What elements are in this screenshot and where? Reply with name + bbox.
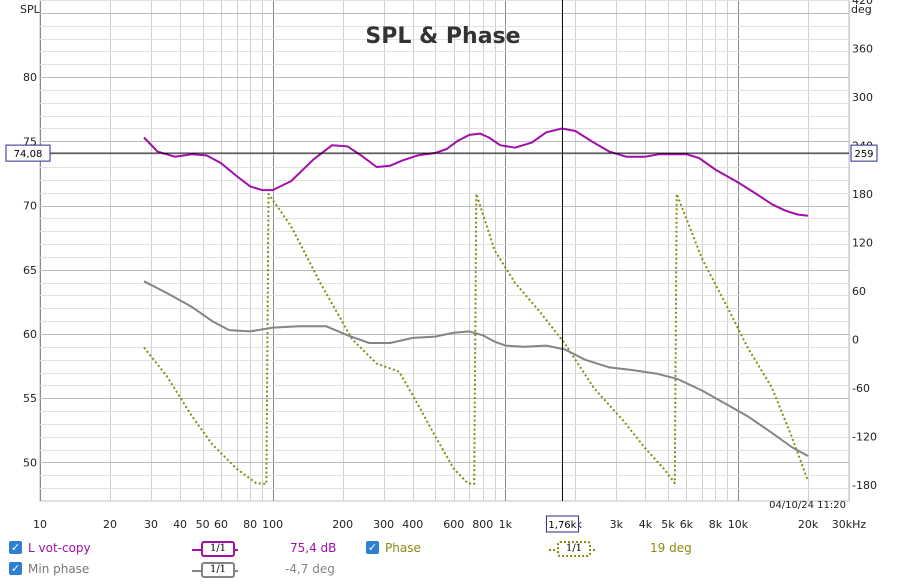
cursor-right-label-box: [850, 144, 878, 162]
y-left-tick-label: 65: [23, 264, 37, 277]
y-right-tick-label: 300: [852, 91, 873, 104]
x-tick-label: 200: [332, 518, 353, 531]
y-left-tick-label: 55: [23, 392, 37, 405]
smoothing-button-l-vot-copy[interactable]: 1/1: [201, 541, 235, 557]
x-tick-label: 600: [443, 518, 464, 531]
x-tick-label: 1k: [499, 518, 513, 531]
y-left-axis-label: SPL: [20, 3, 41, 16]
legend-item-phase-name: Phase: [385, 541, 421, 555]
cursor[interactable]: 74,08 259 1,76k: [5, 0, 878, 533]
x-tick-label: 30: [144, 518, 158, 531]
y-left-tick-label: 50: [23, 456, 37, 469]
legend-item-l-vot-copy-name: L vot-copy: [28, 541, 91, 555]
legend-panel: ✓ L vot-copy 1/1 75,4 dB ✓ Phase 1/1 19 …: [0, 536, 900, 584]
x-tick-label: 10k: [728, 518, 749, 531]
x-tick-label: 8k: [709, 518, 723, 531]
x-tick-label: 60: [214, 518, 228, 531]
cursor-right-label: 259: [854, 149, 873, 160]
x-tick-label: 5k: [661, 518, 675, 531]
x-tick-label: 50: [196, 518, 210, 531]
cursor-x-label-box: [545, 515, 579, 533]
checkbox-icon[interactable]: ✓: [366, 541, 379, 554]
series-l-vot-copy: [143, 127, 809, 217]
spl-phase-chart: SPL deg SPL & Phase 10 20 30 40 50 60 80 100 200…: [0, 0, 900, 536]
cursor-x-label: 1,76k: [548, 520, 576, 531]
y-right-tick-label: 360: [852, 42, 873, 55]
checkbox-icon[interactable]: ✓: [9, 562, 22, 575]
y-left-tick-label: 80: [23, 71, 37, 84]
x-tick-label: 3k: [610, 518, 624, 531]
x-tick-label: 300: [373, 518, 394, 531]
y-right-tick-label: 120: [852, 236, 873, 249]
legend-item-min-phase-value: -4,7 deg: [285, 562, 335, 576]
x-tick-label: 800: [472, 518, 493, 531]
cursor-y-label-box: [5, 144, 51, 162]
legend-item-min-phase-name: Min phase: [28, 562, 90, 576]
series: [143, 127, 809, 485]
x-tick-label: 30kHz: [832, 518, 867, 531]
x-tick-label: 6k: [680, 518, 694, 531]
x-tick-label: 80: [243, 518, 257, 531]
y-right-tick-label: 420: [852, 0, 873, 7]
legend-item-l-vot-copy-value: 75,4 dB: [290, 541, 337, 555]
smoothing-button-min-phase[interactable]: 1/1: [201, 562, 235, 578]
y-right-tick-label: 0: [852, 333, 859, 346]
smoothing-button-phase[interactable]: 1/1: [557, 541, 591, 557]
series-phase: [143, 192, 809, 485]
x-tick-label: 100: [262, 518, 283, 531]
cursor-y-label: 74,08: [14, 149, 43, 160]
chart-title: SPL & Phase: [365, 24, 520, 49]
y-right-axis-label: deg: [851, 3, 872, 16]
x-tick-label: 400: [402, 518, 423, 531]
series-min-phase: [143, 280, 809, 457]
x-tick-label: 10: [33, 518, 47, 531]
x-tick-label: 20k: [798, 518, 819, 531]
y-right-tick-label: 60: [852, 285, 866, 298]
chart-background: [0, 0, 900, 536]
axes: SPL deg SPL & Phase: [20, 3, 872, 49]
y-left-tick-label: 60: [23, 328, 37, 341]
y-right-tick-label: -60: [852, 382, 870, 395]
x-tick-label: 20: [103, 518, 117, 531]
legend-row-primary: ✓ L vot-copy 1/1 75,4 dB ✓ Phase 1/1 19 …: [0, 540, 900, 562]
checkbox-icon[interactable]: ✓: [9, 541, 22, 554]
y-right-tick-label: -180: [852, 479, 877, 492]
legend-item-phase-value: 19 deg: [650, 541, 692, 555]
x-tick-label: 4k: [639, 518, 653, 531]
timestamp: 04/10/24 11:20: [769, 500, 846, 511]
x-tick-label: 40: [173, 518, 187, 531]
y-right-tick-label: 180: [852, 188, 873, 201]
y-right-tick-label: -120: [852, 430, 877, 443]
grid: [39, 0, 850, 502]
legend-row-secondary: ✓ Min phase 1/1 -4,7 deg: [0, 561, 900, 583]
y-left-tick-label: 70: [23, 200, 37, 213]
